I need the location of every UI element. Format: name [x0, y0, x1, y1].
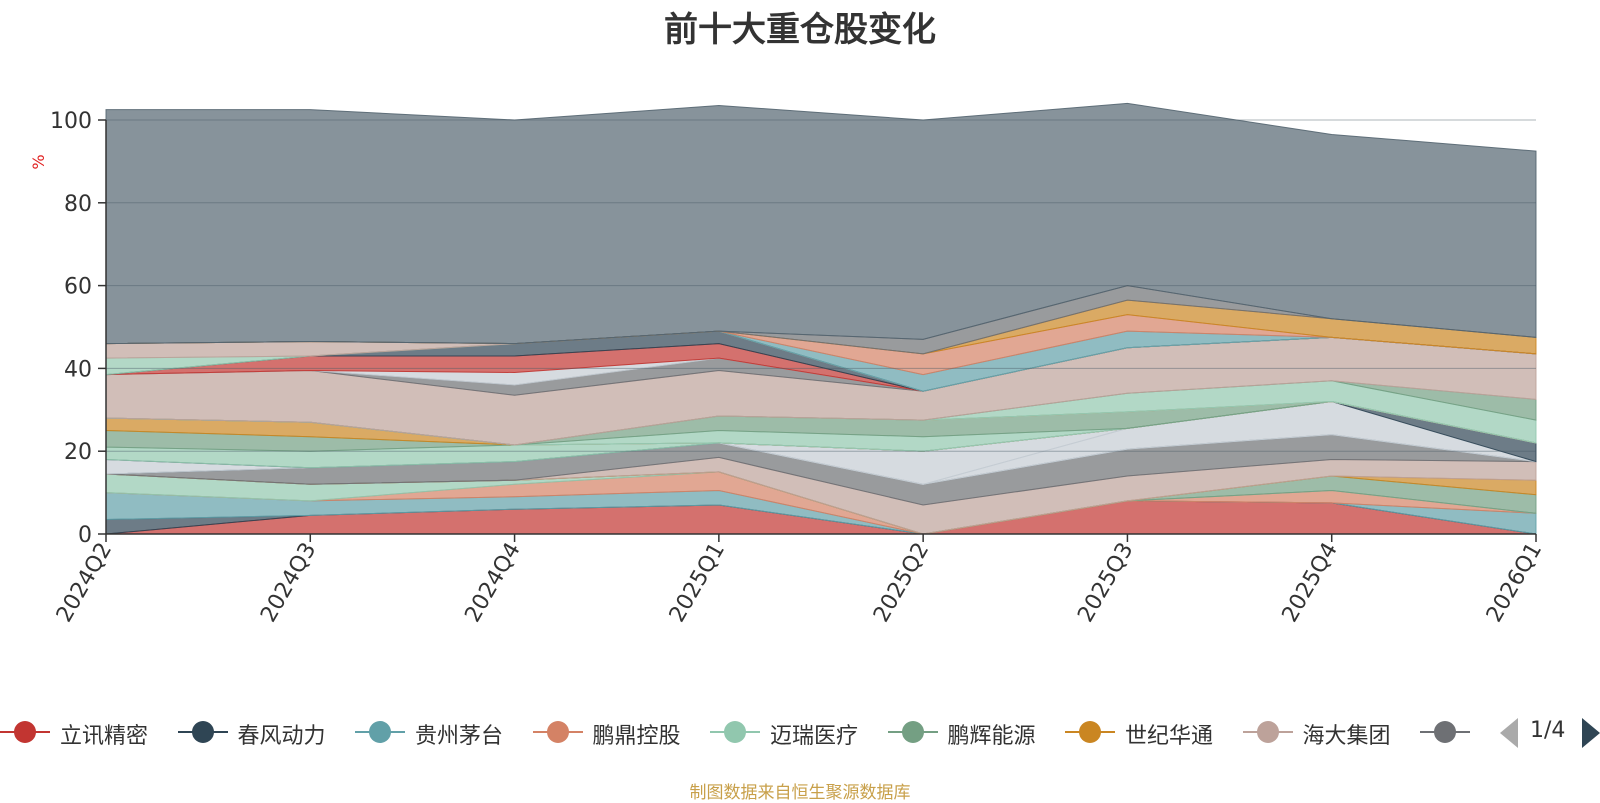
chart-title: 前十大重仓股变化: [664, 10, 936, 50]
legend-pager: 1/4: [1500, 716, 1600, 750]
x-tick-label: 2025Q4: [1278, 539, 1343, 627]
y-tick-label: 60: [64, 275, 92, 300]
legend-label: 立讯精密: [60, 724, 149, 749]
x-tick-label: 2024Q3: [256, 539, 321, 627]
legend-item[interactable]: 迈瑞医疗: [710, 712, 888, 752]
legend-prev-page-icon[interactable]: [1500, 718, 1518, 748]
y-tick-label: 100: [50, 109, 92, 134]
legend-dot-icon: [1256, 721, 1279, 743]
y-tick-label: 80: [64, 192, 92, 217]
legend-label: 贵州茅台: [415, 724, 504, 749]
legend-item[interactable]: 贵州茅台: [355, 712, 533, 752]
legend-item[interactable]: 鹏鼎控股: [532, 712, 711, 752]
y-tick-label: 40: [64, 357, 92, 382]
y-tick-label: 0: [78, 523, 92, 548]
data-source-note: 制图数据来自恒生聚源数据库: [689, 783, 911, 803]
x-tick-label: 2024Q4: [460, 539, 525, 627]
legend-item[interactable]: 世纪华通: [1065, 712, 1243, 752]
legend-dot-icon: [724, 721, 746, 743]
area-series-35: [105, 102, 1537, 345]
legend-label: 迈瑞医疗: [770, 724, 859, 749]
legend-item[interactable]: 立讯精密: [0, 712, 178, 752]
legend-dot-icon: [1079, 721, 1101, 743]
legend-label: 世纪华通: [1125, 724, 1214, 749]
legend-dot-icon: [1434, 721, 1456, 743]
legend-dot-icon: [14, 721, 36, 743]
legend-item[interactable]: 鹏辉能源: [887, 712, 1066, 752]
y-axis-label: %: [29, 154, 48, 169]
legend: 立讯精密 春风动力 贵州茅台 鹏鼎控股 迈瑞医疗 鹏辉能源 世纪华通 海大集团: [0, 712, 1480, 752]
x-tick-label: 2025Q1: [665, 539, 730, 627]
x-tick-label: 2026Q1: [1482, 539, 1547, 627]
grid-layer: [106, 119, 1536, 452]
legend-dot-icon: [369, 721, 391, 743]
x-tick-label: 2025Q2: [869, 539, 934, 627]
legend-dot-icon: [901, 721, 924, 743]
legend-label: 鹏鼎控股: [592, 724, 681, 749]
area-layer: [105, 102, 1537, 535]
legend-label: 海大集团: [1302, 724, 1391, 749]
x-tick-label: 2025Q3: [1073, 539, 1138, 627]
legend-item[interactable]: 海大集团: [1242, 712, 1421, 752]
legend-item-clipped[interactable]: [1420, 712, 1480, 752]
legend-page-indicator: 1/4: [1530, 718, 1566, 743]
legend-dot-icon: [191, 721, 214, 743]
legend-next-page-icon[interactable]: [1582, 718, 1600, 748]
y-tick-label: 20: [64, 440, 92, 465]
legend-dot-icon: [546, 721, 569, 743]
legend-item[interactable]: 春风动力: [177, 712, 356, 752]
legend-label: 春风动力: [237, 724, 326, 749]
x-tick-label: 2024Q2: [52, 539, 117, 627]
legend-label: 鹏辉能源: [947, 724, 1036, 749]
